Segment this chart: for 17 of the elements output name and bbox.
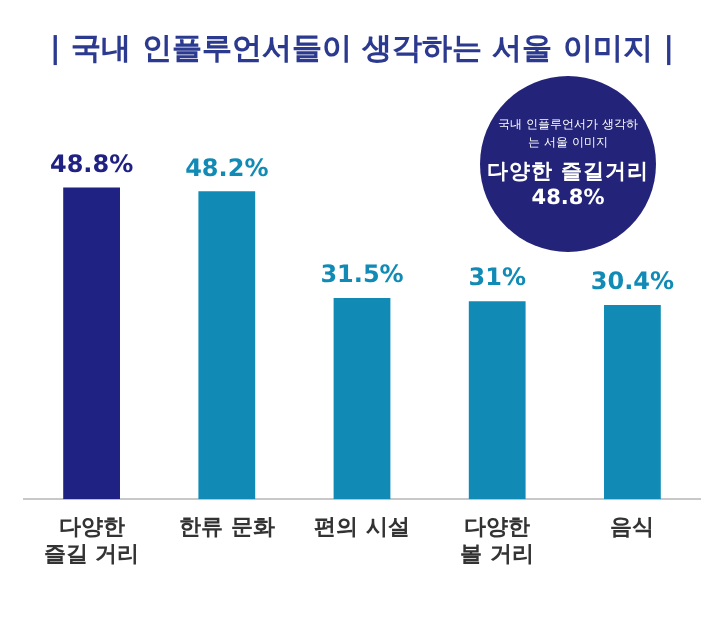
bar bbox=[198, 191, 256, 500]
chart-title: | 국내 인플루언서들이 생각하는 서울 이미지 | bbox=[49, 29, 675, 66]
x-tick-label: 다양한 즐길 거리 bbox=[43, 514, 140, 567]
bar bbox=[604, 305, 661, 500]
data-label: 48.8% bbox=[49, 149, 134, 178]
bar bbox=[468, 301, 526, 500]
data-label: 31% bbox=[468, 263, 526, 292]
data-label: 31.5% bbox=[320, 260, 404, 289]
x-tick-label: 음식 bbox=[610, 514, 655, 541]
annotation: 48.8% bbox=[531, 185, 605, 210]
bar bbox=[333, 298, 391, 500]
x-tick-label: 한류 문화 bbox=[178, 514, 275, 541]
data-label: 30.4% bbox=[590, 267, 675, 296]
data-label: 48.2% bbox=[185, 153, 269, 182]
bar bbox=[63, 187, 120, 500]
x-tick-label: 다양한 볼 거리 bbox=[460, 514, 535, 567]
x-tick-label: 편의 시설 bbox=[314, 514, 410, 541]
